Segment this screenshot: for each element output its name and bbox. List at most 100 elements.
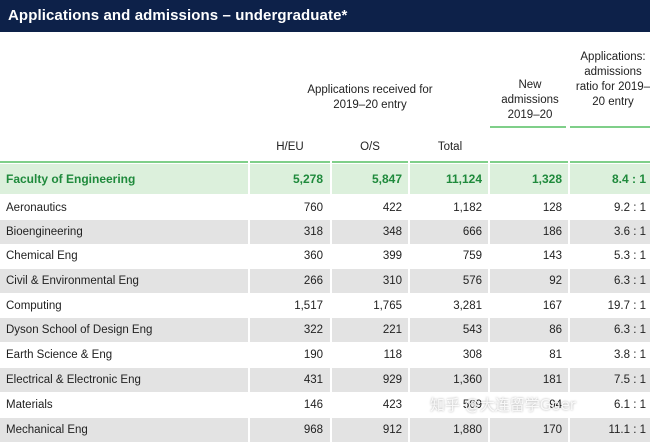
ratio-value: 6.3 : 1 [614, 324, 646, 336]
heu-value: 360 [303, 250, 323, 262]
heu-value: 760 [303, 202, 323, 214]
cell-background [570, 318, 650, 342]
heu-value: 322 [303, 324, 323, 336]
ratio-value: 6.1 : 1 [614, 399, 646, 411]
cell-background [570, 220, 650, 244]
faculty-os: 5,847 [371, 172, 402, 186]
faculty-rule-name [0, 161, 248, 163]
cell-background [490, 318, 568, 342]
ratio-value: 5.3 : 1 [614, 250, 646, 262]
faculty-name: Faculty of Engineering [6, 172, 136, 186]
table-row: Chemical Eng 360 399 759 143 5.3 : 1 [0, 244, 650, 268]
heu-value: 190 [303, 349, 323, 361]
cell-background [250, 318, 330, 342]
ratio-value: 9.2 : 1 [614, 202, 646, 214]
os-column-header: O/S [360, 141, 380, 153]
os-value: 929 [382, 374, 402, 386]
cell-background [410, 318, 488, 342]
department-name: Earth Science & Eng [6, 349, 113, 361]
cell-background [332, 418, 408, 442]
ratio-value: 7.5 : 1 [614, 374, 646, 386]
cell-background [332, 368, 408, 392]
applications-received-header: Applications received for 2019–20 entry [307, 84, 433, 111]
faculty-heu: 5,278 [292, 172, 323, 186]
new-admissions-value: 181 [542, 374, 562, 386]
total-value: 1,182 [453, 202, 482, 214]
faculty-total: 11,124 [445, 172, 482, 186]
total-value: 666 [462, 226, 482, 238]
new-admissions-value: 86 [549, 324, 562, 336]
cell-background [570, 269, 650, 293]
new-admissions-value: 186 [542, 226, 562, 238]
ratio-value: 11.1 : 1 [608, 424, 646, 436]
os-value: 422 [382, 202, 402, 214]
faculty-rule-new [490, 161, 568, 163]
ratio-header: Applications: admissions ratio for 2019–… [575, 51, 650, 108]
new-admissions-value: 92 [549, 275, 562, 287]
table-row: Mechanical Eng 968 912 1,880 170 11.1 : … [0, 418, 650, 442]
cell-background [250, 164, 330, 194]
ratio-rule [570, 126, 650, 128]
cell-background [410, 418, 488, 442]
new-admissions-value: 128 [542, 202, 562, 214]
new-admissions-value: 94 [549, 399, 562, 411]
table-row: Aeronautics 760 422 1,182 128 9.2 : 1 [0, 196, 650, 220]
new-admissions-value: 170 [542, 424, 562, 436]
table-title: Applications and admissions – undergradu… [0, 0, 650, 32]
faculty-rule-os [332, 161, 408, 163]
new-admissions-value: 143 [542, 250, 562, 262]
table-row: Materials 146 423 569 94 6.1 : 1 [0, 393, 650, 417]
cell-background [332, 220, 408, 244]
heu-value: 146 [303, 399, 323, 411]
cell-background [0, 164, 248, 194]
department-name: Civil & Environmental Eng [6, 275, 139, 287]
total-value: 759 [462, 250, 482, 262]
cell-background [332, 318, 408, 342]
ratio-value: 3.6 : 1 [614, 226, 646, 238]
total-value: 1,880 [453, 424, 482, 436]
os-value: 1,765 [373, 300, 402, 312]
department-name: Materials [6, 399, 53, 411]
faculty-new-admissions: 1,328 [531, 172, 562, 186]
cell-background [570, 368, 650, 392]
os-value: 310 [382, 275, 402, 287]
ratio-value: 6.3 : 1 [614, 275, 646, 287]
cell-background [490, 220, 568, 244]
os-value: 399 [382, 250, 402, 262]
new-admissions-rule [490, 126, 566, 128]
cell-background [490, 418, 568, 442]
os-value: 221 [382, 324, 402, 336]
table-row: Bioengineering 318 348 666 186 3.6 : 1 [0, 220, 650, 244]
cell-background [250, 418, 330, 442]
faculty-rule-ratio [570, 161, 650, 163]
new-admissions-value: 167 [542, 300, 562, 312]
table-row: Dyson School of Design Eng 322 221 543 8… [0, 318, 650, 342]
total-value: 3,281 [453, 300, 482, 312]
os-value: 118 [383, 349, 402, 361]
cell-background [0, 220, 248, 244]
department-name: Electrical & Electronic Eng [6, 374, 141, 386]
table-row: Computing 1,517 1,765 3,281 167 19.7 : 1 [0, 294, 650, 318]
new-admissions-value: 81 [549, 349, 562, 361]
cell-background [410, 220, 488, 244]
total-column-header: Total [437, 141, 463, 153]
cell-background [0, 368, 248, 392]
cell-background [332, 164, 408, 194]
table-row: Civil & Environmental Eng 266 310 576 92… [0, 269, 650, 293]
heu-value: 266 [303, 275, 323, 287]
total-value: 1,360 [453, 374, 482, 386]
cell-background [410, 269, 488, 293]
department-name: Dyson School of Design Eng [6, 324, 153, 336]
total-value: 543 [462, 324, 482, 336]
department-name: Chemical Eng [6, 250, 78, 262]
os-value: 348 [382, 226, 402, 238]
cell-background [570, 164, 650, 194]
department-name: Bioengineering [6, 226, 83, 238]
heu-column-header: H/EU [276, 141, 304, 153]
cell-background [570, 418, 650, 442]
cell-background [250, 368, 330, 392]
heu-value: 318 [303, 226, 323, 238]
cell-background [250, 220, 330, 244]
ratio-value: 3.8 : 1 [614, 349, 646, 361]
cell-background [490, 368, 568, 392]
